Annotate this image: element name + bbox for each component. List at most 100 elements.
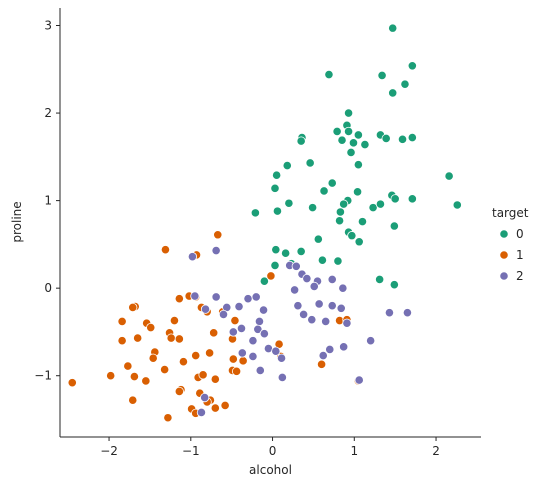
data-point-target-1 <box>174 294 184 304</box>
data-point-target-1 <box>220 400 230 411</box>
data-point-target-1 <box>210 403 220 413</box>
data-point-target-1 <box>160 245 171 255</box>
y-axis-label: proline <box>10 201 24 242</box>
data-point-target-0 <box>337 135 347 145</box>
data-point-target-1 <box>230 315 240 326</box>
legend-items: 0 1 2 <box>499 227 524 283</box>
data-point-target-2 <box>187 252 198 262</box>
data-point-target-1 <box>146 322 156 333</box>
data-point-target-2 <box>253 324 263 334</box>
legend-marker <box>499 250 509 260</box>
data-point-target-1 <box>117 316 127 327</box>
data-point-target-0 <box>339 199 349 209</box>
y-axis-ticks: −1 0 1 2 3 <box>34 19 60 383</box>
data-point-target-2 <box>254 316 265 327</box>
data-point-target-1 <box>148 353 158 363</box>
data-point-target-0 <box>353 160 363 170</box>
data-point-target-2 <box>218 309 229 320</box>
data-point-target-0 <box>377 70 387 81</box>
data-point-target-0 <box>317 255 328 265</box>
data-point-target-2 <box>309 281 319 292</box>
data-point-target-0 <box>352 187 363 197</box>
data-point-target-1 <box>160 364 170 375</box>
data-point-target-2 <box>336 303 346 313</box>
data-point-target-0 <box>327 178 337 188</box>
data-point-target-1 <box>316 359 327 369</box>
data-point-target-2 <box>354 375 364 385</box>
data-point-target-2 <box>318 350 328 361</box>
data-point-target-1 <box>238 356 248 366</box>
legend-label: 2 <box>516 269 524 283</box>
data-point-target-0 <box>353 130 363 140</box>
data-point-target-2 <box>190 291 200 301</box>
data-point-target-2 <box>339 342 349 352</box>
data-point-target-2 <box>258 305 269 315</box>
y-tick-label: −1 <box>34 369 52 383</box>
data-point-target-1 <box>117 336 127 346</box>
data-point-target-0 <box>388 23 398 33</box>
data-points <box>67 23 462 423</box>
y-tick-label: 3 <box>44 19 52 33</box>
data-point-target-0 <box>296 136 306 146</box>
data-point-target-0 <box>347 231 357 241</box>
data-point-target-2 <box>277 372 287 383</box>
data-point-target-1 <box>123 361 133 371</box>
data-point-target-2 <box>228 327 238 337</box>
legend-label: 1 <box>516 248 524 262</box>
data-point-target-0 <box>388 88 398 98</box>
data-point-target-0 <box>389 280 399 290</box>
x-axis-ticks: −2 −1 0 1 2 <box>100 437 440 458</box>
data-point-target-2 <box>302 273 312 284</box>
data-point-target-1 <box>128 302 138 313</box>
data-point-target-1 <box>174 334 184 344</box>
data-point-target-2 <box>276 353 287 363</box>
data-point-target-0 <box>400 79 410 89</box>
data-point-target-0 <box>271 245 281 255</box>
data-point-target-0 <box>282 160 292 171</box>
data-point-target-2 <box>196 407 207 418</box>
data-point-target-0 <box>375 274 385 285</box>
data-point-target-1 <box>210 374 220 384</box>
data-point-target-2 <box>243 294 253 304</box>
data-point-target-0 <box>272 206 283 216</box>
data-point-target-2 <box>200 393 210 403</box>
data-point-target-0 <box>407 194 417 204</box>
data-point-target-1 <box>169 315 180 326</box>
data-point-target-1 <box>133 333 143 343</box>
data-point-target-2 <box>200 304 211 314</box>
data-point-target-1 <box>67 378 77 388</box>
legend-title: target <box>492 206 529 220</box>
data-point-target-0 <box>270 260 280 270</box>
data-point-target-0 <box>357 217 368 227</box>
x-axis-label: alcohol <box>249 463 292 477</box>
data-point-target-0 <box>368 203 378 213</box>
data-point-target-0 <box>270 183 280 193</box>
data-point-target-1 <box>178 357 189 367</box>
data-point-target-2 <box>366 336 376 346</box>
data-point-target-0 <box>343 126 354 137</box>
legend-label: 0 <box>516 227 524 241</box>
data-point-target-1 <box>129 371 139 382</box>
plot-area: −2 −1 0 1 2 −1 0 1 2 3 <box>34 8 481 458</box>
data-point-target-0 <box>343 108 354 118</box>
data-point-target-0 <box>305 158 315 168</box>
data-point-target-0 <box>397 134 408 144</box>
data-point-target-1 <box>213 230 223 240</box>
data-point-target-1 <box>266 271 276 281</box>
data-point-target-2 <box>307 315 317 325</box>
data-point-target-2 <box>321 316 331 327</box>
data-point-target-0 <box>259 276 269 286</box>
data-point-target-0 <box>319 186 329 196</box>
data-point-target-1 <box>163 413 173 423</box>
data-point-target-0 <box>313 234 323 244</box>
data-point-target-0 <box>296 246 306 256</box>
legend: target 0 1 2 <box>492 206 529 283</box>
data-point-target-2 <box>293 301 303 311</box>
data-point-target-2 <box>211 245 221 256</box>
data-point-target-0 <box>272 170 282 180</box>
data-point-target-1 <box>174 386 184 397</box>
x-tick-label: −2 <box>100 444 118 458</box>
data-point-target-0 <box>346 147 356 158</box>
data-point-target-0 <box>452 200 462 210</box>
